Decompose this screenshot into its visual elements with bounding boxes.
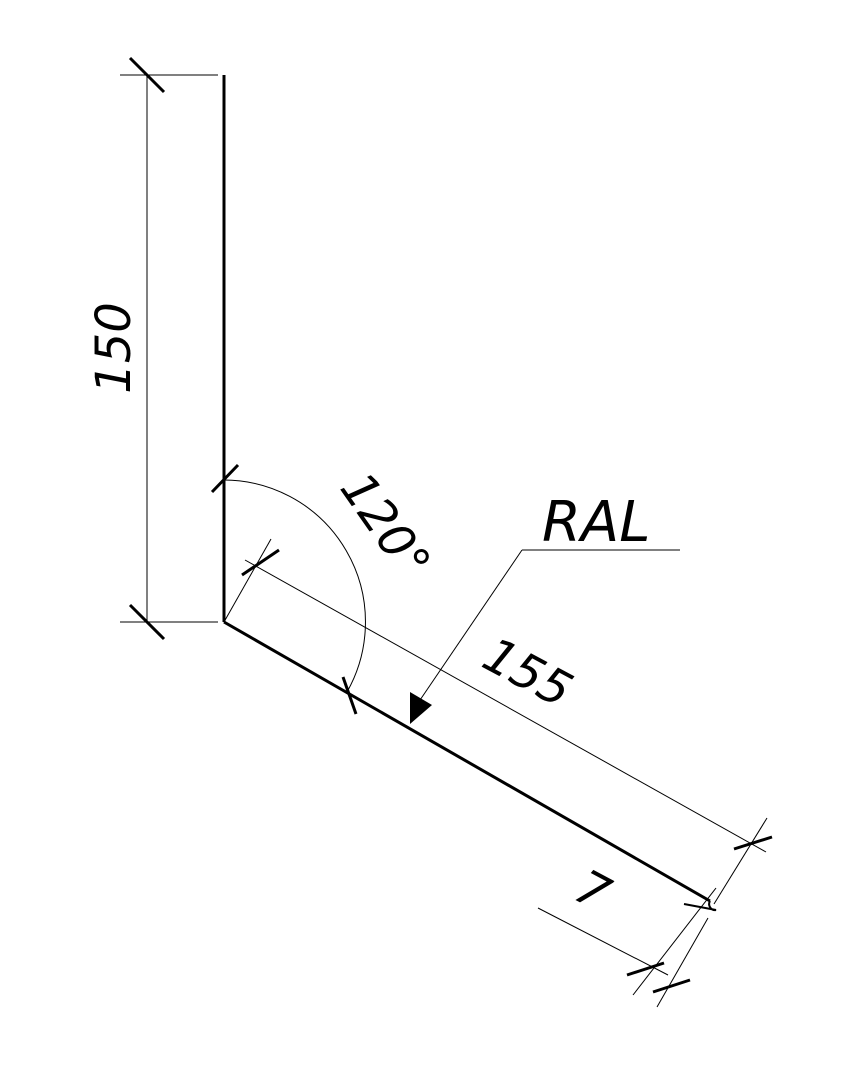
tick-slant-end xyxy=(733,835,773,851)
dimension-line-slanted xyxy=(244,559,767,853)
tick-vertical-top xyxy=(128,56,166,94)
tick-vertical-bottom xyxy=(128,603,166,641)
dimension-label-7: 7 xyxy=(566,859,620,923)
dimension-label-155: 155 xyxy=(474,627,581,719)
dimension-angle: 120° xyxy=(210,462,441,715)
coating-leader: RAL xyxy=(410,490,680,724)
extension-line-slant-end xyxy=(713,817,768,905)
tick-hem-outer xyxy=(626,961,665,977)
slanted-flange xyxy=(223,620,711,903)
dimension-vertical: 150 xyxy=(86,56,218,641)
dimension-line-hem xyxy=(632,887,717,996)
extension-line-hem-outer xyxy=(537,907,669,976)
extension-line-hem-inner xyxy=(656,917,709,1008)
angle-arc xyxy=(223,479,366,693)
tick-angle-start xyxy=(210,463,240,494)
dimension-slanted: 155 xyxy=(223,538,773,905)
dimension-label-150: 150 xyxy=(86,302,142,394)
hem-fold xyxy=(683,900,717,912)
profile-outline xyxy=(222,75,717,912)
leader-line xyxy=(417,549,523,704)
tick-angle-end xyxy=(341,676,358,715)
leader-arrowhead xyxy=(410,692,432,724)
tick-hem-inner xyxy=(652,978,691,994)
extension-line-slant-start xyxy=(223,538,272,623)
tick-slant-start xyxy=(241,548,280,577)
dimension-hem: 7 xyxy=(537,859,717,1008)
coating-label: RAL xyxy=(542,490,650,555)
dimension-label-120-degrees: 120° xyxy=(329,462,441,589)
